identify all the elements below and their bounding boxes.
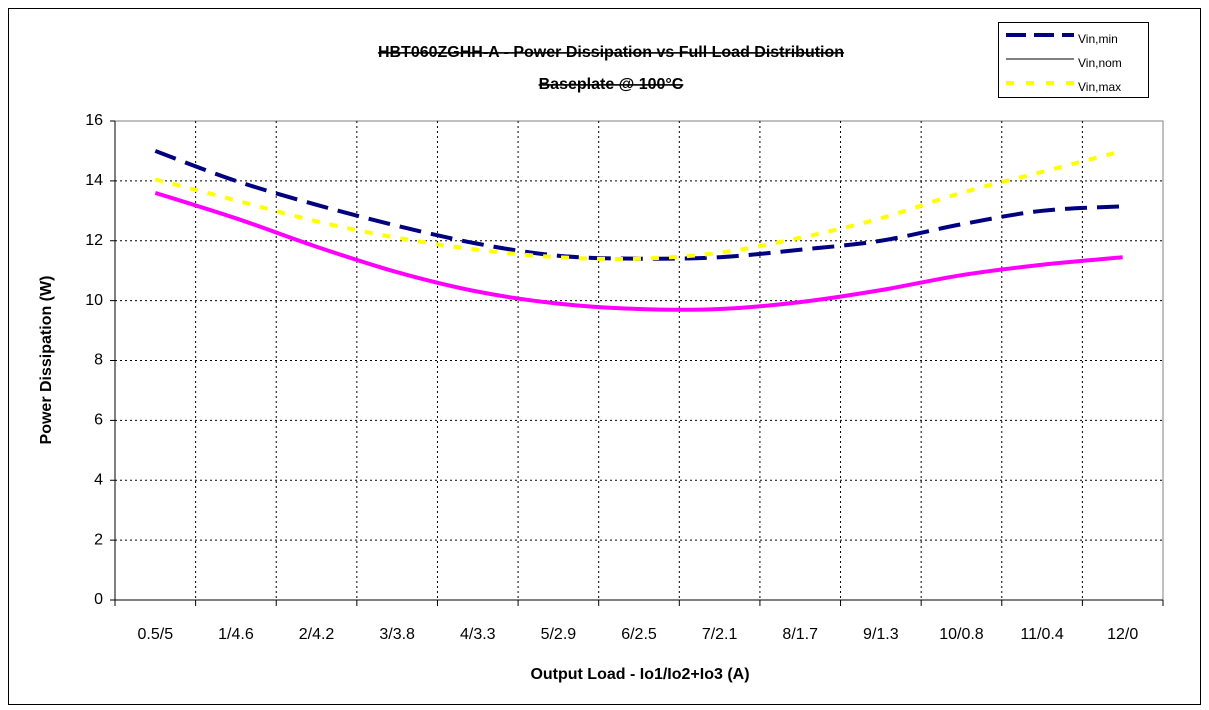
x-tick-label: 9/1.3 xyxy=(863,626,899,643)
x-tick-label: 12/0 xyxy=(1107,626,1138,643)
series-line xyxy=(154,149,1124,261)
chart-subtitle: Baseplate @ 100°C xyxy=(539,76,684,93)
x-tick-label: 2/4.2 xyxy=(299,626,335,643)
x-tick-label: 6/2.5 xyxy=(621,626,657,643)
y-tick-label: 12 xyxy=(85,232,103,249)
y-tick-label: 10 xyxy=(85,292,103,309)
x-tick-label: 10/0.8 xyxy=(939,626,984,643)
x-tick-label: 3/3.8 xyxy=(379,626,415,643)
y-tick-label: 2 xyxy=(94,531,103,548)
x-axis-label: Output Load - Io1/Io2+Io3 (A) xyxy=(530,666,749,683)
x-tick-label: 5/2.9 xyxy=(541,626,577,643)
legend-label: Vin,max xyxy=(1078,80,1121,94)
y-tick-label: 14 xyxy=(85,172,103,189)
y-tick-label: 0 xyxy=(94,591,103,608)
y-axis-label: Power Dissipation (W) xyxy=(38,276,55,445)
y-tick-label: 8 xyxy=(94,352,103,369)
y-tick-label: 4 xyxy=(94,471,103,488)
legend-label: Vin,nom xyxy=(1078,56,1122,70)
x-tick-label: 11/0.4 xyxy=(1020,626,1063,643)
x-tick-label: 7/2.1 xyxy=(702,626,738,643)
plot-area xyxy=(114,120,1164,601)
x-tick-label: 4/3.3 xyxy=(460,626,496,643)
x-tick-label: 8/1.7 xyxy=(782,626,818,643)
chart-title: HBT060ZGHH-A - Power Dissipation vs Full… xyxy=(378,44,844,61)
x-tick-label: 1/4.6 xyxy=(218,626,254,643)
legend-label: Vin,min xyxy=(1078,32,1118,46)
series-line xyxy=(154,190,1123,312)
y-tick-label: 6 xyxy=(94,412,103,429)
y-tick-label: 16 xyxy=(85,112,103,129)
x-tick-label: 0.5/5 xyxy=(138,626,174,643)
